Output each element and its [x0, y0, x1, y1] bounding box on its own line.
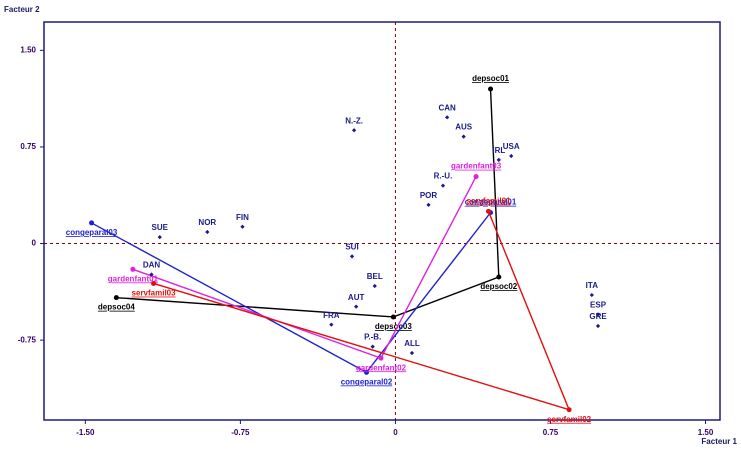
point-label: ALL	[404, 339, 420, 348]
point	[349, 254, 355, 259]
point	[157, 234, 162, 240]
x-tick-label: 1.50	[698, 428, 714, 437]
trajectory-label: depsoc01	[472, 74, 509, 83]
point-label: USA	[503, 142, 520, 151]
point-label: SUI	[345, 243, 358, 252]
plot-frame	[43, 21, 721, 421]
point	[426, 202, 431, 208]
trajectory-label: congeparal02	[341, 377, 393, 386]
trajectory-label: depsoc04	[98, 303, 135, 312]
point-label: DAN	[143, 261, 161, 270]
x-tick-label: -0.75	[231, 428, 250, 437]
trajectory-label: gardenfant02	[356, 363, 407, 372]
point-label: GRE	[589, 312, 607, 321]
trajectory-point	[485, 208, 491, 214]
trajectory-label: servfamil02	[547, 415, 592, 424]
trajectory-label: gardenfant01	[108, 274, 159, 283]
point	[496, 157, 501, 162]
point-label: BEL	[367, 272, 383, 281]
trajectory-line	[132, 176, 477, 360]
y-tick-label: 0	[32, 239, 37, 248]
trajectory-point	[488, 86, 494, 92]
y-tick-label: -0.75	[18, 335, 37, 344]
trajectory-point	[390, 314, 396, 320]
trajectory-point	[496, 274, 502, 280]
point-label: POR	[420, 191, 438, 200]
trajectory-label: depsoc02	[480, 282, 517, 291]
trajectory-point	[473, 174, 479, 180]
point	[205, 229, 210, 235]
trajectory-label: gardenfant03	[451, 162, 502, 171]
point-label: AUS	[455, 123, 473, 132]
x-tick-label: -1.50	[76, 428, 95, 437]
trajectory-point	[130, 266, 136, 272]
trajectory-line	[116, 88, 500, 318]
point	[372, 283, 377, 289]
point	[461, 134, 466, 139]
trajectory-label: congeparal01	[465, 198, 517, 207]
point	[595, 312, 601, 317]
trajectory-point	[363, 369, 369, 375]
point	[595, 323, 601, 329]
point	[370, 344, 375, 349]
x-tick-label: 0.75	[543, 428, 559, 437]
point	[589, 292, 594, 298]
x-axis-label: Facteur 1	[701, 437, 737, 446]
trajectory-point	[566, 407, 572, 413]
point-label: P.-B.	[364, 333, 381, 342]
point	[149, 272, 154, 277]
point	[329, 322, 334, 327]
point-label: NOR	[198, 218, 216, 227]
y-tick-label: 1.50	[20, 45, 36, 54]
trajectory-point	[89, 220, 95, 226]
point-label: N.-Z.	[345, 116, 363, 125]
y-axis-label: Facteur 2	[4, 5, 40, 14]
point-label: AUT	[348, 293, 365, 302]
trajectory-label: congeparal03	[66, 228, 118, 237]
point	[351, 128, 357, 133]
y-tick-label: 0.75	[20, 142, 36, 151]
x-tick-label: 0	[393, 428, 398, 437]
trajectory-label: depsoc03	[375, 322, 412, 331]
point-label: ESP	[590, 300, 607, 309]
trajectory-label: servfamil01	[466, 196, 511, 205]
point-label: CAN	[438, 103, 456, 112]
trajectory-label: servfamil03	[132, 289, 177, 298]
point	[440, 183, 446, 188]
trajectory-point	[378, 355, 384, 361]
point	[240, 224, 245, 229]
point	[509, 153, 514, 159]
point-label: R.-U.	[434, 172, 453, 181]
trajectory-point	[113, 295, 119, 301]
point-label: SUE	[152, 223, 169, 232]
point	[444, 115, 450, 120]
point-label: ITA	[586, 281, 599, 290]
point-label: FIN	[236, 213, 249, 222]
trajectory-point	[151, 280, 157, 286]
point-label: FRA	[323, 311, 340, 320]
point	[354, 304, 359, 309]
point	[409, 350, 415, 356]
point-label: IRL	[492, 146, 505, 155]
